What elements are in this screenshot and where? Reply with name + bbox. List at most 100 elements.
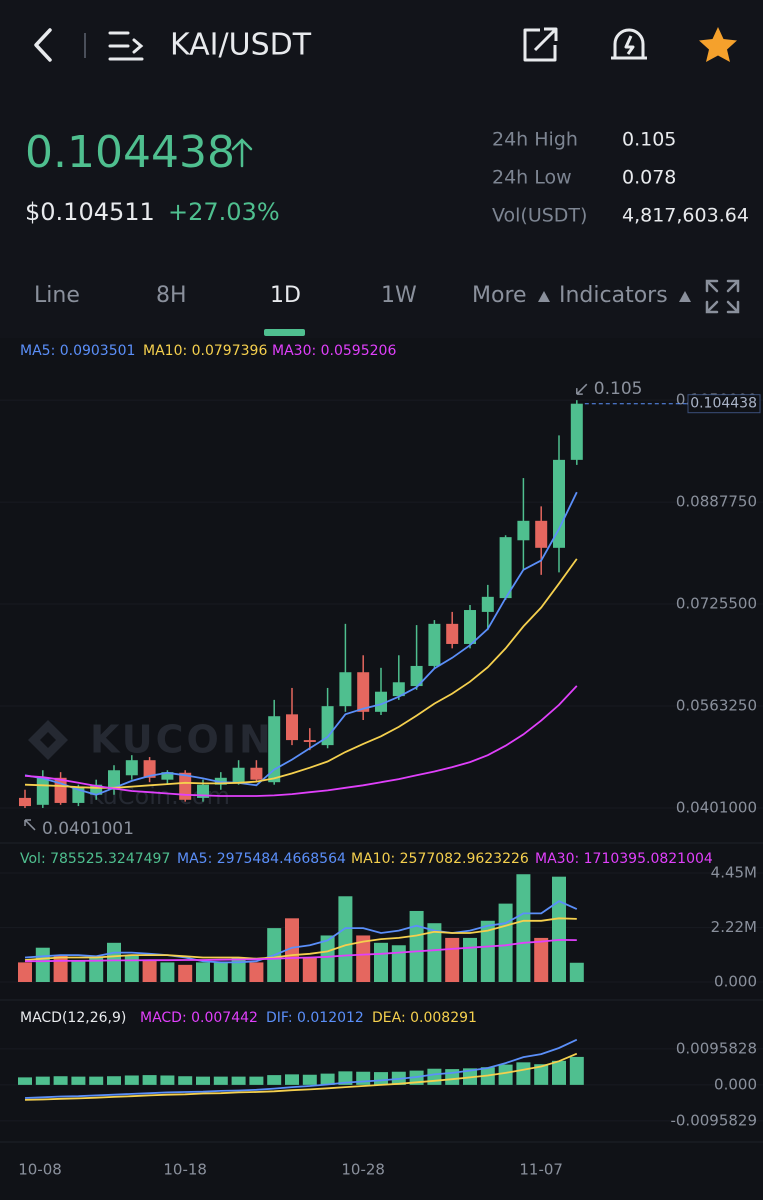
indicator-line [24, 685, 578, 797]
x-tick-label: 10-18 [163, 1161, 207, 1179]
bar [89, 1076, 104, 1085]
y-tick-label: 0.0725500 [676, 595, 757, 613]
legend-title: MACD(12,26,9) [20, 1010, 126, 1026]
bar [231, 957, 246, 982]
bar [285, 1074, 299, 1085]
share-button[interactable] [523, 27, 558, 62]
bar [107, 1076, 121, 1085]
candle-body [321, 706, 334, 746]
y-tick-label: 4.45M [711, 864, 757, 882]
bar [356, 1071, 371, 1085]
x-tick-label: 10-08 [18, 1161, 62, 1179]
x-tick-label: 10-28 [341, 1161, 385, 1179]
bar [516, 874, 531, 982]
bar [18, 962, 32, 982]
tab[interactable]: 8H [156, 283, 187, 308]
candle-body [570, 403, 583, 460]
bar [320, 1073, 335, 1085]
bar [285, 918, 299, 982]
tab[interactable]: 1W [381, 283, 417, 308]
candle-body [143, 760, 156, 778]
candle-body [161, 772, 174, 780]
bar [516, 1062, 531, 1085]
bar [160, 1075, 175, 1085]
candle-body [517, 520, 530, 541]
y-tick-label: 2.22M [711, 918, 757, 936]
tab[interactable]: Line [34, 283, 80, 308]
bar [445, 937, 460, 982]
bar [391, 945, 406, 982]
candle-body [499, 537, 512, 599]
bar [267, 1075, 282, 1085]
bar [178, 1076, 193, 1085]
last-price-box [687, 394, 761, 414]
candle-body [392, 682, 405, 697]
candle-body [303, 740, 316, 742]
bar [552, 1060, 566, 1085]
bar [213, 1076, 228, 1085]
bar [427, 1068, 442, 1085]
legend-item: MA10: 2577082.9623226 [351, 851, 529, 867]
y-tick-label: 0.0095828 [676, 1039, 757, 1057]
alert-button[interactable] [611, 28, 647, 60]
y-tick-label: 0.0887750 [676, 493, 757, 511]
bar [231, 1076, 246, 1085]
legend-item: MA5: 2975484.4668564 [177, 851, 346, 867]
candle-body [36, 777, 49, 805]
candle-body [553, 459, 565, 548]
legend-item: MA10: 0.0797396 [143, 343, 267, 359]
legend-item: MA30: 1710395.0821004 [535, 851, 713, 867]
bar [569, 1056, 584, 1085]
bar [124, 1075, 139, 1085]
bar [249, 1076, 264, 1085]
tab[interactable]: Indicators [559, 283, 668, 308]
high-arrow [576, 383, 588, 395]
bar [35, 947, 50, 982]
candle-body [250, 767, 263, 780]
candle-body [481, 596, 494, 612]
bar [569, 962, 584, 982]
legend-item: MA5: 0.0903501 [20, 343, 135, 359]
dropdown-caret [538, 291, 550, 302]
tab[interactable]: More [472, 283, 527, 308]
bar [338, 896, 353, 982]
low-label: 0.0401001 [42, 819, 134, 839]
menu-button[interactable] [108, 31, 144, 61]
tab-active[interactable]: 1D [270, 283, 301, 308]
legend-item: DEA: 0.008291 [372, 1010, 477, 1026]
y-tick-label: 0.0563250 [676, 697, 757, 715]
candle-body [286, 714, 298, 741]
bar [53, 1076, 68, 1085]
legend-item: DIF: 0.012012 [266, 1010, 364, 1026]
candle-body [19, 797, 31, 807]
bar [552, 876, 566, 982]
indicator-line [24, 558, 578, 789]
price-change: +27.03% [168, 198, 280, 226]
favorite-star[interactable] [699, 27, 737, 62]
indicator-line [24, 1052, 578, 1101]
candle-body [232, 767, 245, 783]
up-arrow [231, 138, 253, 168]
stat-value: 4,817,603.64 [622, 205, 749, 227]
bar [409, 910, 424, 982]
candle-body [357, 672, 370, 712]
y-tick-label: 0.0401000 [676, 798, 757, 816]
stat-label: 24h Low [492, 167, 572, 189]
candle-body [268, 716, 281, 783]
y-tick-label: 0.000 [714, 973, 757, 991]
bar [196, 1076, 210, 1085]
back-button[interactable] [34, 28, 52, 62]
indicator-line [24, 900, 578, 964]
bar [71, 1076, 86, 1085]
candle-body [90, 784, 103, 795]
indicator-line [24, 917, 577, 961]
legend-item: MACD: 0.007442 [140, 1010, 258, 1026]
bar [320, 935, 335, 982]
bar [356, 935, 371, 982]
low-arrow [24, 819, 36, 831]
bar [213, 962, 228, 982]
candle-body [446, 623, 459, 644]
candle-body [214, 777, 227, 785]
fullscreen-button[interactable] [705, 279, 740, 314]
